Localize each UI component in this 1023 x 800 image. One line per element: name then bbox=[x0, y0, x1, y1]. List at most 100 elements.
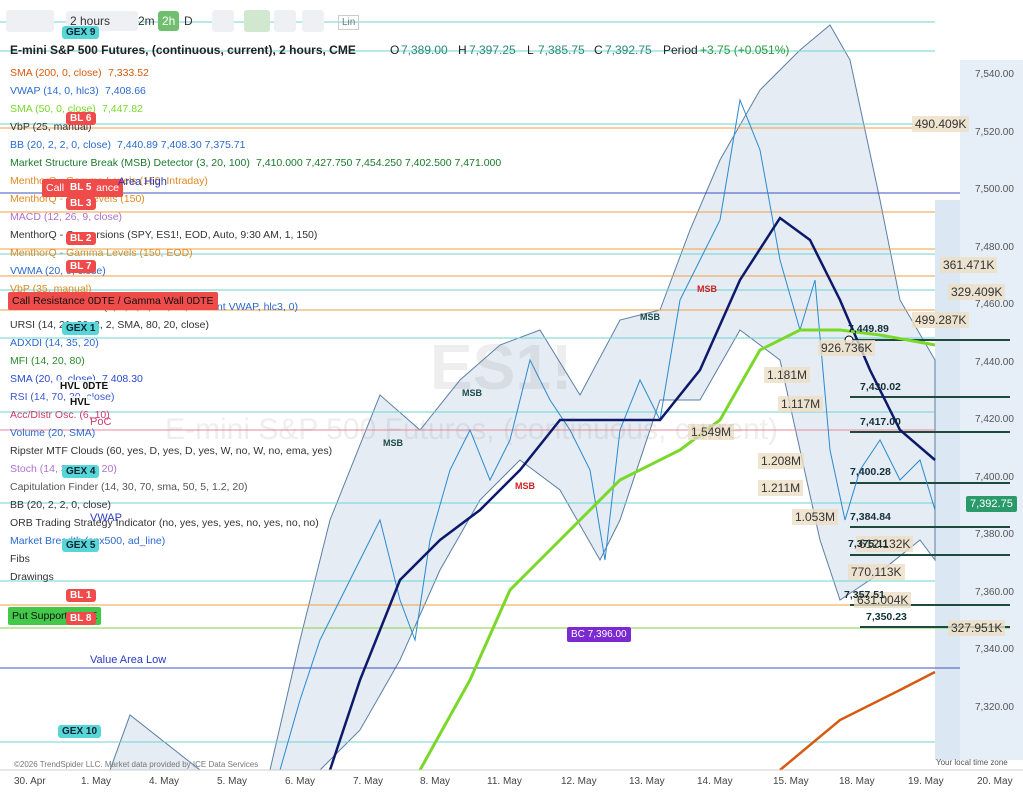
interval-button[interactable]: 2h bbox=[158, 11, 180, 31]
date-tick: 8. May bbox=[420, 776, 451, 787]
indicator-value: 7,408.66 bbox=[105, 85, 146, 97]
chart-label: Value Area Low bbox=[90, 654, 167, 666]
badge: HVL 0DTE bbox=[56, 380, 113, 393]
indicator-name[interactable]: Capitulation Finder (14, 30, 70, sma, 50… bbox=[10, 481, 248, 493]
price-tick: 7,360.00 bbox=[975, 586, 1014, 598]
price-tick: 7,420.00 bbox=[975, 414, 1014, 425]
indicator-value: 7,447.82 bbox=[102, 103, 143, 115]
clock-button[interactable] bbox=[274, 10, 296, 32]
date-tick: 6. May bbox=[285, 776, 316, 787]
indicator-name[interactable]: Ripster MTF Clouds (60, yes, D, yes, D, … bbox=[10, 445, 333, 457]
badge: BL 8 bbox=[66, 612, 96, 625]
price-tick: 7,540.00 bbox=[975, 69, 1014, 80]
scale-button[interactable]: Lin bbox=[338, 15, 360, 30]
date-tick: 19. May bbox=[908, 776, 944, 787]
sma-200 bbox=[779, 670, 936, 771]
badge: BL 7 bbox=[66, 260, 96, 273]
indicator-name[interactable]: MenthorQ - Conversions (SPY, ES1!, EOD, … bbox=[10, 229, 318, 241]
indicator-name[interactable]: VWAP (14, 0, hlc3) bbox=[10, 85, 99, 97]
indicator-name[interactable]: BB (20, 2, 2, 0, close) bbox=[10, 139, 111, 151]
ohlc-value: 7,397.25 bbox=[469, 43, 516, 57]
indicator-name[interactable]: MACD (12, 26, 9, close) bbox=[10, 211, 123, 223]
ohlc-value: 7,392.75 bbox=[605, 43, 652, 57]
level-label: 7,357.51 bbox=[844, 589, 885, 601]
indicator-name[interactable]: BB (20, 2, 2, 0, close) bbox=[10, 499, 111, 511]
price-tick: 7,400.00 bbox=[975, 471, 1014, 483]
bollinger-band bbox=[109, 24, 936, 771]
badge: BL 2 bbox=[66, 232, 96, 245]
watermark: ES1! bbox=[430, 331, 573, 403]
price-tick: 7,440.00 bbox=[975, 356, 1014, 368]
ohlc-key: H bbox=[458, 43, 467, 57]
current-price: 7,392.75 bbox=[966, 496, 1017, 512]
date-tick: 4. May bbox=[149, 776, 180, 787]
level-lines bbox=[0, 21, 1010, 743]
badge: BL 5 bbox=[66, 181, 96, 194]
price-tick: 7,520.00 bbox=[975, 126, 1014, 138]
volume-label: 327.951K bbox=[948, 620, 1006, 636]
ohlc-key: L bbox=[527, 43, 534, 57]
level-label: 7,449.89 bbox=[848, 323, 889, 335]
chart-title: E-mini S&P 500 Futures, (continuous, cur… bbox=[10, 43, 356, 57]
badge: GEX 10 bbox=[58, 725, 102, 738]
indicator-name[interactable]: ADXDI (14, 35, 20) bbox=[10, 337, 99, 349]
volume-label: 1.117M bbox=[778, 396, 824, 412]
ohlc-key: O bbox=[390, 43, 400, 57]
indicator-name[interactable]: SMA (200, 0, close) bbox=[10, 67, 102, 79]
badge: BL 3 bbox=[66, 197, 96, 210]
draw-button[interactable] bbox=[244, 10, 270, 32]
copyright: ©2026 TrendSpider LLC. Market data provi… bbox=[14, 760, 259, 769]
indicator-name[interactable]: Volume (20, SMA) bbox=[10, 427, 96, 439]
indicator-name[interactable]: URSI (14, 21, 20, 2, 2, SMA, 80, 20, clo… bbox=[10, 319, 210, 331]
date-tick: 12. May bbox=[561, 776, 597, 787]
indicator-value: 7,410.000 7,427.750 7,454.250 7,402.500 … bbox=[256, 157, 502, 169]
interval-button[interactable]: D bbox=[184, 14, 193, 28]
msb-label: MSB bbox=[383, 438, 403, 448]
indicator-value: 7,333.52 bbox=[108, 67, 149, 79]
badge: GEX 1 bbox=[62, 322, 100, 335]
volume-label: 631.004K bbox=[854, 592, 912, 608]
ohlc-key: C bbox=[594, 43, 603, 57]
crosshair-button[interactable] bbox=[302, 10, 324, 32]
level-label: 7,430.02 bbox=[860, 381, 901, 393]
badge: GEX 9 bbox=[62, 26, 100, 39]
price-tick: 7,480.00 bbox=[975, 241, 1014, 253]
indicator-name[interactable]: MFI (14, 20, 80) bbox=[10, 355, 85, 367]
level-label: 7,350.23 bbox=[866, 611, 907, 623]
period-change: +3.75 (+0.051%) bbox=[700, 43, 790, 57]
msb-label: MSB bbox=[697, 284, 717, 294]
chart-label: VWAP bbox=[90, 512, 122, 524]
indicator-name[interactable]: MenthorQ - Gamma Levels (150, EOD) bbox=[10, 247, 193, 259]
price-axis-bg bbox=[960, 60, 1023, 760]
indicator-name[interactable]: Acc/Distr Osc. (6, 10) bbox=[10, 409, 110, 421]
indicator-name[interactable]: ORB Trading Strategy Indicator (no, yes,… bbox=[10, 517, 319, 529]
settings-button[interactable] bbox=[212, 10, 234, 32]
chart-label: Area High bbox=[118, 176, 167, 188]
badge: GEX 4 bbox=[62, 465, 100, 478]
badge: HVL bbox=[66, 396, 94, 409]
chart-type-button[interactable] bbox=[6, 10, 54, 32]
indicator-name[interactable]: Market Structure Break (MSB) Detector (3… bbox=[10, 157, 250, 169]
interval-button[interactable]: 2m bbox=[138, 14, 155, 28]
date-tick: 14. May bbox=[697, 776, 733, 787]
msb-label: MSB bbox=[640, 312, 660, 322]
tag: Call Resistance 0DTE / Gamma Wall 0DTE bbox=[8, 292, 218, 310]
date-tick: 30. Apr bbox=[14, 776, 46, 787]
indicator-name[interactable]: Drawings bbox=[10, 571, 54, 583]
msb-label: MSB bbox=[515, 481, 535, 491]
indicator-value: 7,440.89 7,408.30 7,375.71 bbox=[117, 139, 246, 151]
bc-label: BC 7,396.00 bbox=[567, 627, 631, 642]
volume-label: 361.471K bbox=[940, 257, 998, 273]
volume-label: 1.053M bbox=[792, 509, 839, 525]
volume-label: 490.409K bbox=[912, 116, 970, 132]
date-tick: 15. May bbox=[773, 776, 809, 787]
level-label: 7,400.28 bbox=[850, 466, 891, 478]
price-tick: 7,320.00 bbox=[975, 701, 1014, 713]
badge: BL 6 bbox=[66, 112, 96, 125]
date-tick: 11. May bbox=[487, 776, 522, 787]
indicator-name[interactable]: Fibs bbox=[10, 553, 30, 565]
volume-label: 329.409K bbox=[948, 284, 1006, 300]
volume-label: 1.211M bbox=[758, 480, 804, 496]
